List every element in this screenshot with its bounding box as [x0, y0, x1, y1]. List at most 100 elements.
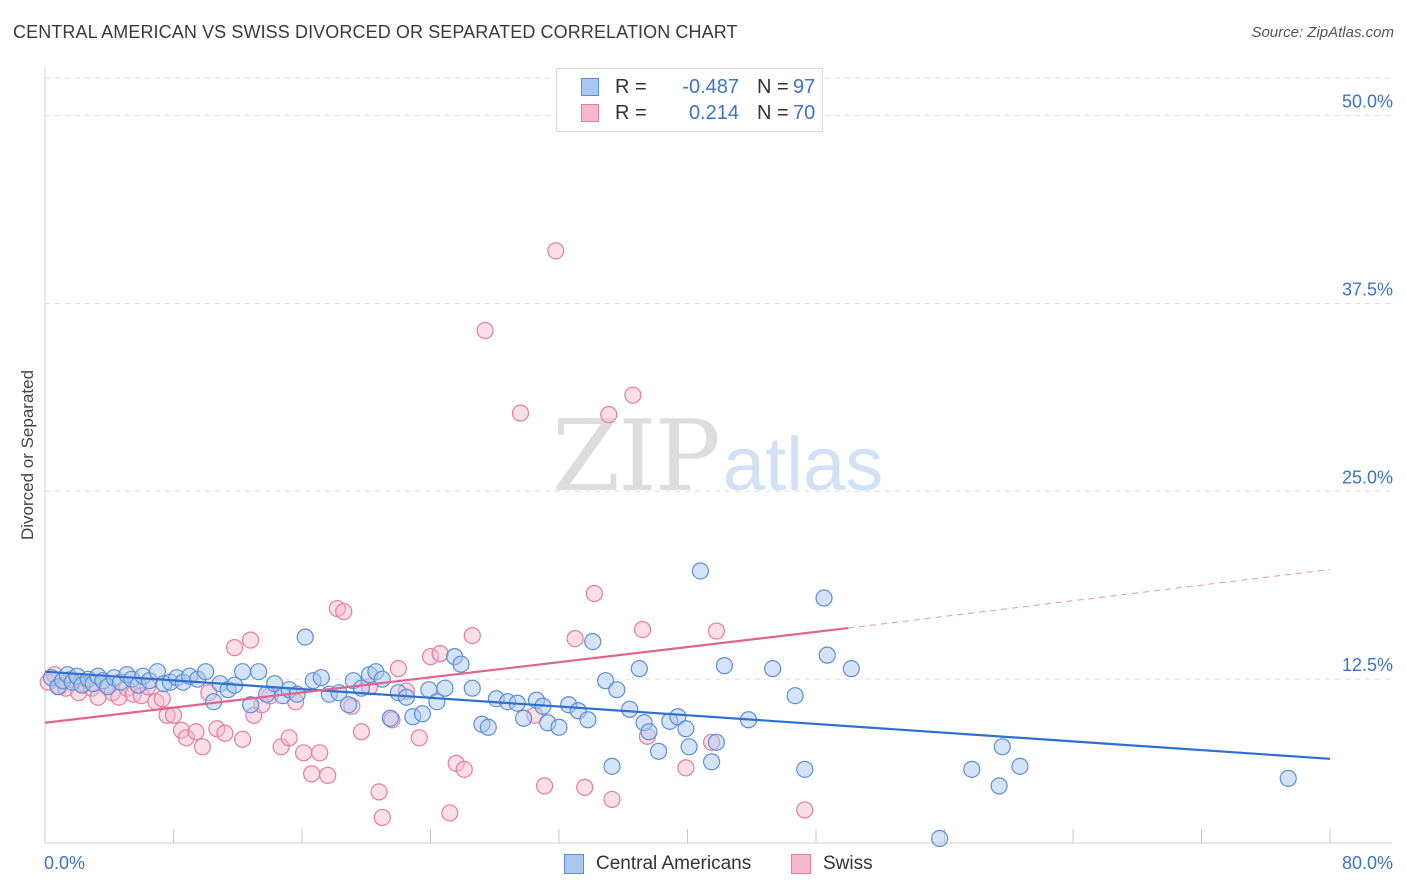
bottom-legend-label: Central Americans — [596, 853, 752, 874]
swiss-point — [796, 801, 814, 819]
swiss-point — [585, 584, 603, 603]
central-american-point — [233, 663, 252, 681]
trend-lines — [44, 568, 1331, 760]
central-american-point — [381, 709, 399, 727]
central-american-point — [796, 760, 814, 778]
central-american-point — [764, 660, 782, 678]
swiss-trend-line — [44, 626, 849, 724]
source-label: Source: ZipAtlas.com — [1251, 24, 1394, 41]
swiss-point — [233, 730, 252, 748]
legend-n-value: 97 — [793, 76, 816, 98]
swiss-point — [547, 242, 565, 260]
central-american-point — [550, 718, 568, 736]
central-american-point — [242, 696, 260, 714]
central-american-point — [479, 718, 497, 736]
legend-swatch-pink — [581, 104, 599, 122]
central-american-point — [603, 757, 621, 775]
legend-r-value: -0.487 — [682, 76, 739, 98]
swiss-point — [373, 808, 391, 827]
swiss-point — [455, 760, 473, 778]
central-american-point — [815, 589, 833, 607]
x-tick-label: 0.0% — [44, 853, 85, 873]
swiss-point — [295, 744, 313, 762]
swiss-point — [216, 724, 234, 742]
swiss-point — [164, 706, 183, 724]
central-american-point — [596, 672, 615, 690]
bottom-legend-swatch-blue — [564, 854, 584, 874]
central-american-point — [413, 705, 432, 723]
central-american-point — [373, 670, 391, 688]
swiss-point — [177, 729, 195, 747]
central-american-point — [515, 709, 533, 727]
swiss-point — [511, 404, 530, 422]
swiss-point — [476, 321, 494, 340]
chart-title: CENTRAL AMERICAN VS SWISS DIVORCED OR SE… — [13, 22, 738, 42]
tick-labels: 12.5% 25.0% 37.5% 50.0% 0.0% 80.0% — [44, 92, 1393, 873]
central-american-point — [608, 681, 626, 699]
y-tick-label: 37.5% — [1342, 279, 1393, 299]
central-american-point — [463, 679, 481, 697]
central-american-point — [963, 760, 981, 778]
central-american-trend-line — [44, 670, 1331, 760]
axes — [44, 68, 1392, 844]
central-american-point — [702, 753, 721, 771]
central-american-point — [842, 660, 860, 678]
swiss-point — [624, 386, 642, 404]
central-american-point — [786, 687, 804, 705]
swiss-point — [410, 729, 428, 747]
legend-swatch-blue — [581, 78, 599, 96]
swiss-point — [303, 765, 321, 783]
bottom-legend-label: Swiss — [823, 853, 873, 874]
swiss-point — [352, 723, 371, 741]
central-american-point — [312, 669, 330, 687]
central-american-point — [250, 663, 268, 681]
central-american-point — [621, 700, 639, 718]
central-american-point — [715, 657, 734, 675]
swiss-point — [463, 626, 481, 645]
central-american-point — [990, 777, 1008, 795]
legend-r-label: R = — [615, 102, 647, 124]
swiss-point — [158, 706, 176, 724]
swiss-point — [208, 720, 226, 738]
swiss-point — [193, 738, 212, 756]
legend-n-value: 70 — [793, 102, 816, 124]
central-american-point — [707, 733, 726, 751]
legend-r-value: 0.214 — [688, 102, 739, 124]
swiss-point — [633, 620, 652, 639]
gridlines — [45, 77, 1392, 680]
central-american-point — [640, 723, 658, 741]
central-american-point — [452, 655, 470, 673]
central-american-point — [993, 738, 1011, 756]
swiss-trend-extension — [848, 568, 1331, 629]
central-american-point — [680, 738, 698, 756]
swiss-point — [187, 723, 205, 741]
legend-r-label: R = — [615, 76, 647, 98]
central-american-point — [579, 711, 597, 729]
swiss-point — [319, 766, 337, 784]
swiss-point — [576, 778, 594, 796]
y-tick-label: 12.5% — [1342, 655, 1393, 675]
central-american-point — [818, 646, 836, 664]
swiss-point — [311, 744, 329, 762]
central-american-point — [1279, 769, 1297, 787]
swiss-point — [441, 804, 459, 822]
central-american-point — [931, 829, 949, 848]
central-american-point — [339, 696, 358, 714]
swiss-point — [707, 622, 726, 640]
swiss-point — [677, 759, 695, 777]
central-american-point — [296, 628, 314, 646]
y-tick-label: 50.0% — [1342, 92, 1393, 112]
swiss-point — [600, 406, 618, 424]
bottom-legend-swatch-pink — [791, 854, 811, 874]
central-american-point — [436, 679, 454, 697]
swiss-point — [535, 777, 554, 795]
swiss-point — [153, 690, 171, 708]
legend-n-label: N = — [757, 76, 789, 98]
central-american-point — [691, 562, 709, 580]
central-american-point — [584, 633, 602, 651]
x-tick-label: 80.0% — [1342, 853, 1393, 873]
swiss-point — [225, 639, 244, 657]
correlation-legend: R = -0.487 N = 97 R = 0.214 N = 70 — [556, 68, 823, 132]
central-american-point — [1011, 757, 1029, 775]
